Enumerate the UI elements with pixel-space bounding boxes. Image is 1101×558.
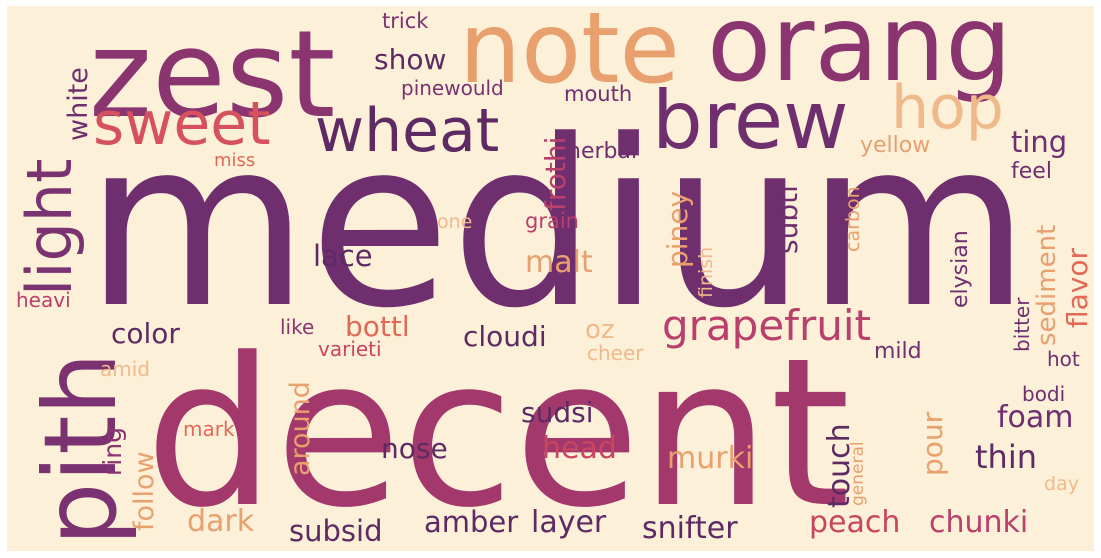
word-dark: dark: [187, 504, 255, 539]
word-yellow: yellow: [860, 133, 930, 158]
word-varieti: varieti: [318, 337, 382, 361]
word-miss: miss: [214, 150, 255, 171]
word-snifter: snifter: [642, 511, 738, 546]
word-grain: grain: [525, 209, 579, 233]
word-day: day: [1044, 473, 1079, 495]
word-lace: lace: [313, 239, 373, 273]
word-like: like: [280, 315, 314, 339]
word-hop: hop: [891, 73, 1004, 143]
word-pour: pour: [916, 411, 949, 476]
word-thin: thin: [975, 438, 1037, 476]
word-ring: ring: [98, 427, 127, 476]
word-carbon: carbon: [842, 186, 864, 252]
word-one: one: [437, 211, 472, 233]
word-malt: malt: [525, 245, 593, 280]
word-herbal: herbal: [567, 139, 637, 164]
word-hot: hot: [1047, 347, 1080, 371]
word-head: head: [542, 431, 617, 466]
word-piney: piney: [661, 191, 694, 268]
word-pith: pith: [22, 352, 139, 546]
word-pinewould: pinewould: [401, 76, 504, 100]
word-murki: murki: [667, 441, 753, 476]
word-trick: trick: [382, 9, 429, 33]
word-cheer: cheer: [587, 341, 644, 365]
word-bodi: bodi: [1022, 382, 1065, 406]
word-ting: ting: [1011, 125, 1067, 159]
word-frothi: frothi: [539, 137, 572, 211]
word-finish: finish: [695, 247, 717, 298]
word-amid: amid: [100, 357, 150, 381]
word-cloud: medium decent orang zest note brew pith …: [7, 6, 1094, 551]
word-layer: layer: [531, 505, 607, 540]
word-mouth: mouth: [564, 82, 632, 106]
word-flavor: flavor: [1061, 248, 1094, 328]
word-bitter: bitter: [1010, 297, 1034, 352]
word-follow: follow: [129, 451, 160, 531]
word-wheat: wheat: [315, 96, 499, 166]
word-elysian: elysian: [948, 230, 973, 308]
word-brew: brew: [652, 74, 849, 167]
word-chunki: chunki: [929, 505, 1028, 540]
word-sweet: sweet: [93, 89, 271, 159]
word-heavi: heavi: [16, 288, 71, 312]
word-show: show: [374, 43, 446, 76]
word-bottl: bottl: [345, 310, 410, 343]
word-cloud-canvas: medium decent orang zest note brew pith …: [7, 6, 1094, 551]
cloud-background: [7, 6, 1094, 551]
word-general: general: [848, 441, 868, 506]
word-sediment: sediment: [1032, 225, 1062, 346]
word-peach: peach: [809, 505, 900, 540]
word-mark: mark: [183, 417, 235, 441]
word-amber: amber: [424, 505, 518, 539]
word-feel: feel: [1011, 159, 1052, 184]
word-orang: orang: [707, 6, 1012, 105]
word-around: around: [285, 381, 316, 476]
word-zest: zest: [89, 6, 335, 145]
word-foam: foam: [997, 400, 1074, 435]
word-touch: touch: [822, 423, 857, 508]
word-decent: decent: [145, 315, 850, 551]
word-subtl: subtl: [771, 185, 804, 254]
word-note: note: [459, 6, 680, 106]
word-nose: nose: [381, 432, 448, 465]
word-grapefruit: grapefruit: [662, 301, 871, 350]
word-color: color: [111, 317, 180, 350]
word-white: white: [63, 67, 94, 141]
word-sudsi: sudsi: [521, 396, 593, 429]
word-medium: medium: [85, 92, 1030, 359]
word-mild: mild: [874, 339, 922, 364]
word-oz: oz: [585, 315, 615, 345]
word-cloudi: cloudi: [463, 320, 547, 353]
word-subsid: subsid: [289, 514, 382, 548]
word-light: light: [13, 159, 86, 296]
